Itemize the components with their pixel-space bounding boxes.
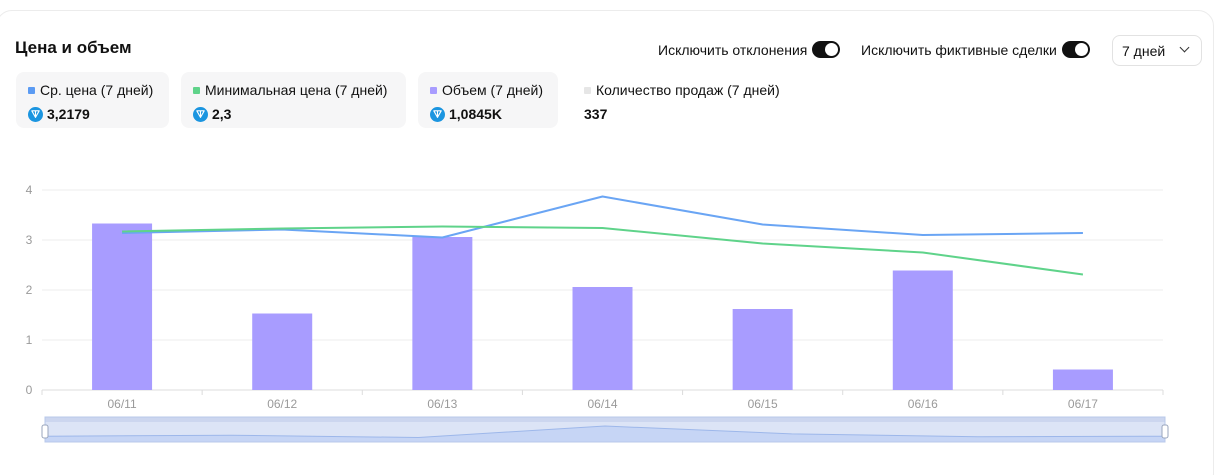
stat-value: 2,3 [212, 106, 232, 122]
exclude-fake-toggle[interactable] [1061, 41, 1090, 58]
y-tick-label: 4 [26, 183, 33, 197]
toggle-knob [1074, 43, 1088, 56]
ton-icon [193, 106, 208, 122]
x-tick-label: 06/17 [1068, 397, 1098, 411]
range-slider-right-handle[interactable] [1161, 424, 1169, 439]
min-price-line [122, 225, 1084, 276]
stat-value: 337 [584, 106, 608, 122]
volume-bar [92, 223, 153, 390]
x-tick-label: 06/12 [267, 397, 297, 411]
exclude-fake-toggle-group: Исключить фиктивные сделки [861, 41, 1090, 58]
volume-bar [892, 270, 953, 390]
range-slider-selection [44, 416, 1166, 443]
stat-min-price: Минимальная цена (7 дней) 2,3 [181, 72, 406, 128]
legend-swatch-min [193, 86, 200, 94]
x-tick-label: 06/15 [748, 397, 778, 411]
page-title: Цена и объем [15, 38, 132, 57]
stat-avg-price: Ср. цена (7 дней) 3,2179 [16, 72, 169, 128]
stat-label: Минимальная цена (7 дней) [205, 82, 388, 98]
x-tick-label: 06/16 [908, 397, 938, 411]
volume-bar [412, 237, 473, 390]
x-tick-label: 06/14 [587, 397, 617, 411]
exclude-outliers-toggle[interactable] [812, 41, 841, 58]
exclude-outliers-toggle-group: Исключить отклонения [658, 41, 841, 58]
x-tick-label: 06/13 [427, 397, 457, 411]
avg-price-line [122, 195, 1083, 239]
ton-icon [430, 106, 445, 122]
y-tick-label: 2 [26, 283, 33, 297]
volume-bar [252, 313, 313, 390]
x-tick-label: 06/11 [108, 397, 137, 411]
y-tick-label: 0 [26, 383, 33, 397]
y-tick-label: 1 [26, 333, 33, 347]
volume-bar [1052, 369, 1113, 390]
ton-icon [28, 106, 43, 122]
legend-swatch-volume [430, 86, 437, 94]
stat-label: Объем (7 дней) [442, 82, 544, 98]
toggle-knob [825, 43, 839, 56]
period-select-value: 7 дней [1122, 42, 1166, 59]
range-slider-left-handle[interactable] [41, 424, 49, 439]
range-slider-top-band [45, 417, 1165, 422]
legend-swatch-sales [584, 86, 591, 94]
legend-swatch-avg [28, 86, 35, 94]
stat-label: Количество продаж (7 дней) [596, 82, 780, 98]
exclude-fake-label: Исключить фиктивные сделки [861, 41, 1057, 58]
stat-label: Ср. цена (7 дней) [40, 82, 154, 98]
volume-bar [572, 287, 633, 390]
stat-value: 3,2179 [47, 106, 90, 122]
stat-value: 1,0845K [449, 106, 502, 122]
period-select[interactable]: 7 дней [1112, 35, 1202, 66]
exclude-outliers-label: Исключить отклонения [658, 41, 808, 58]
y-tick-label: 3 [26, 233, 33, 247]
volume-bar [732, 309, 793, 390]
stat-volume: Объем (7 дней) 1,0845K [418, 72, 558, 128]
stat-sales-count: Количество продаж (7 дней) 337 [572, 72, 802, 128]
